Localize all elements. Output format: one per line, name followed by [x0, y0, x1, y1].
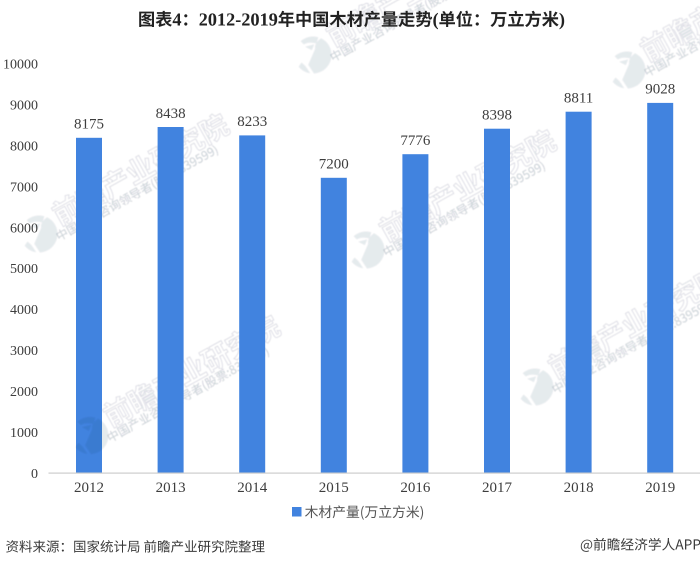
svg-text:7200: 7200: [319, 157, 349, 173]
svg-text:2015: 2015: [319, 480, 349, 496]
svg-text:10000: 10000: [3, 58, 38, 73]
svg-text:8811: 8811: [564, 91, 593, 107]
svg-text:7776: 7776: [400, 133, 431, 149]
svg-text:8000: 8000: [10, 139, 38, 154]
svg-text:4000: 4000: [10, 303, 38, 318]
svg-text:3000: 3000: [10, 344, 38, 359]
svg-text:6000: 6000: [10, 221, 38, 236]
svg-text:2013: 2013: [156, 480, 186, 496]
svg-text:7000: 7000: [10, 180, 38, 195]
svg-text:8233: 8233: [237, 114, 267, 130]
svg-text:2012: 2012: [74, 480, 104, 496]
svg-text:2019: 2019: [645, 480, 675, 496]
svg-text:9000: 9000: [10, 98, 38, 113]
svg-text:5000: 5000: [10, 262, 38, 277]
svg-text:8175: 8175: [74, 117, 104, 133]
svg-text:2016: 2016: [400, 480, 431, 496]
svg-text:1000: 1000: [10, 426, 38, 441]
svg-text:2018: 2018: [564, 480, 594, 496]
svg-text:2014: 2014: [237, 480, 268, 496]
svg-text:8398: 8398: [482, 108, 512, 124]
svg-text:0: 0: [31, 467, 38, 482]
svg-text:2000: 2000: [10, 385, 38, 400]
svg-text:9028: 9028: [645, 82, 675, 98]
svg-text:8438: 8438: [156, 106, 186, 122]
svg-text:2017: 2017: [482, 480, 513, 496]
